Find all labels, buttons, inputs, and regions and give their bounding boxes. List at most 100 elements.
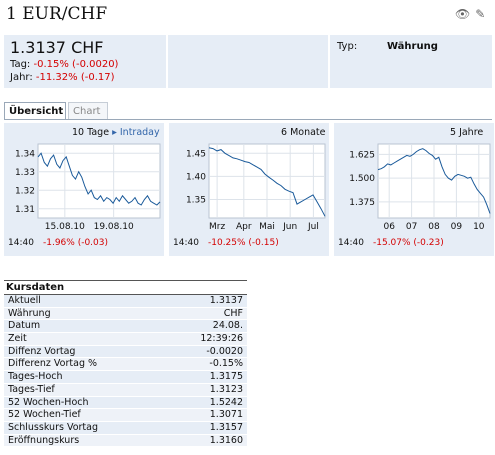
chart-10-tage: 1.34 1.33 1.32 1.31 15.08.10 19.08.10 xyxy=(15,143,161,232)
row-label: Tages-Tief xyxy=(8,383,55,395)
x-tick-label: 09 xyxy=(451,222,463,232)
table-row: 52 Wochen-Hoch 1.5242 xyxy=(4,396,247,410)
year-change-value: -11.32% (-0.17) xyxy=(35,72,115,83)
row-label: Schlusskurs Vortag xyxy=(8,421,98,433)
row-value: 1.3123 xyxy=(209,383,243,395)
row-value: 12:39:26 xyxy=(200,333,243,345)
row-value: 1.5242 xyxy=(209,396,243,408)
chart-period: 6 Monate xyxy=(281,127,326,138)
edit-icon[interactable]: ✎ xyxy=(475,7,486,21)
chart-period: 5 Jahre xyxy=(450,127,484,138)
current-price: 1.3137 CHF xyxy=(10,38,104,57)
tab-chart[interactable]: Chart xyxy=(68,102,108,119)
row-value: 1.3160 xyxy=(209,434,243,446)
tab-uebersicht[interactable]: Übersicht xyxy=(4,102,66,119)
x-tick-label: 07 xyxy=(406,222,417,232)
table-row: Tages-Hoch 1.3175 xyxy=(4,371,247,384)
x-tick-label: Jul xyxy=(307,222,319,232)
y-tick-label: 1.45 xyxy=(186,149,206,159)
x-tick-label: Mai xyxy=(259,222,275,232)
year-change: Jahr: -11.32% (-0.17) xyxy=(10,72,115,83)
y-tick-label: 1.32 xyxy=(15,186,35,196)
y-tick-label: 1.40 xyxy=(186,172,206,182)
chart-header: 10 Tage ▸ Intraday xyxy=(72,127,160,138)
tab-underline xyxy=(4,119,492,120)
x-tick-label: 19.08.10 xyxy=(94,222,134,232)
chart-change: -1.96% (-0.03) xyxy=(43,238,109,248)
row-label: Diffenz Vortag xyxy=(8,345,76,357)
table-row: Eröffnungskurs 1.3160 xyxy=(4,434,247,448)
row-value: -0.0020 xyxy=(206,345,243,357)
chart-time: 14:40 xyxy=(338,238,364,248)
chart-header: 6 Monate xyxy=(281,127,326,138)
table-row: Tages-Tief 1.3123 xyxy=(4,383,247,397)
row-value: -0.15% xyxy=(209,358,243,370)
chart-panel-10-tage[interactable]: 10 Tage ▸ Intraday 1.34 1.33 1.32 1.31 15.08… xyxy=(4,123,164,256)
row-value: CHF xyxy=(223,307,243,319)
divider xyxy=(166,35,168,88)
y-tick-label: 1.34 xyxy=(15,149,35,159)
y-tick-label: 1.500 xyxy=(349,174,375,184)
row-label: Datum xyxy=(8,320,41,332)
day-change-value: -0.15% (-0.0020) xyxy=(33,59,119,70)
table-row: Datum 24.08. xyxy=(4,320,247,334)
year-change-label: Jahr: xyxy=(10,72,33,83)
x-tick-label: Mrz xyxy=(209,222,225,232)
y-tick-label: 1.375 xyxy=(349,198,375,208)
kursdaten-table: Kursdaten Aktuell 1.3137 Währung CHF Datum 24… xyxy=(4,280,247,448)
page-title: 1 EUR/CHF xyxy=(6,4,108,24)
table-row: Schlusskurs Vortag 1.3157 xyxy=(4,421,247,435)
chart-panel-6-monate[interactable]: 6 Monate 1.45 1.40 1.35 Mrz Apr Mai Jun Jul 14:… xyxy=(169,123,329,256)
y-tick-label: 1.35 xyxy=(186,196,206,206)
row-label: Tages-Hoch xyxy=(8,371,63,383)
series-line xyxy=(377,148,491,214)
y-tick-label: 1.33 xyxy=(15,168,35,178)
table-row: Währung CHF xyxy=(4,307,247,321)
chart-panel-5-jahre[interactable]: 5 Jahre 1.625 1.500 1.375 06 07 08 09 10 14:40 … xyxy=(334,123,494,256)
table-row: Differenz Vortag % -0.15% xyxy=(4,358,247,372)
type-label: Typ: xyxy=(337,41,358,52)
row-value: 1.3137 xyxy=(209,295,243,306)
x-tick-label: Jun xyxy=(282,222,297,232)
y-tick-label: 1.625 xyxy=(349,150,375,160)
row-label: 52 Wochen-Tief xyxy=(8,409,81,421)
x-tick-label: 10 xyxy=(473,222,485,232)
intraday-link[interactable]: ▸ Intraday xyxy=(112,127,160,138)
row-label: Eröffnungskurs xyxy=(8,434,80,446)
row-value: 1.3157 xyxy=(209,421,243,433)
row-label: Differenz Vortag % xyxy=(8,358,98,370)
chart-change: -10.25% (-0.15) xyxy=(208,238,279,248)
chart-time: 14:40 xyxy=(8,238,34,248)
x-tick-label: 15.08.10 xyxy=(45,222,85,232)
series-line xyxy=(37,152,161,206)
day-change: Tag: -0.15% (-0.0020) xyxy=(10,59,118,70)
table-row: 52 Wochen-Tief 1.3071 xyxy=(4,409,247,422)
chart-time: 14:40 xyxy=(173,238,199,248)
y-tick-label: 1.31 xyxy=(15,205,35,215)
chart-header: 5 Jahre xyxy=(450,127,483,138)
row-value: 1.3175 xyxy=(209,371,243,383)
row-value: 1.3071 xyxy=(209,409,243,421)
chart-5-jahre: 1.625 1.500 1.375 06 07 08 09 10 xyxy=(349,143,491,232)
series-line xyxy=(208,147,326,217)
x-tick-label: 08 xyxy=(428,222,440,232)
divider xyxy=(328,35,330,88)
eye-icon[interactable]: 👁 xyxy=(455,7,471,21)
row-label: Zeit xyxy=(8,333,27,345)
chart-change: -15.07% (-0.23) xyxy=(373,238,444,248)
plot-area xyxy=(37,143,161,219)
row-label: 52 Wochen-Hoch xyxy=(8,396,89,408)
chart-6-monate: 1.45 1.40 1.35 Mrz Apr Mai Jun Jul xyxy=(186,143,326,232)
table-row: Diffenz Vortag -0.0020 xyxy=(4,345,247,359)
day-change-label: Tag: xyxy=(10,59,31,70)
row-label: Aktuell xyxy=(8,295,41,306)
row-label: Währung xyxy=(8,307,51,319)
table-row: Aktuell 1.3137 xyxy=(4,295,247,308)
x-tick-label: 06 xyxy=(383,222,395,232)
chart-period: 10 Tage xyxy=(72,127,110,138)
kursdaten-title: Kursdaten xyxy=(4,280,247,295)
type-value: Währung xyxy=(387,41,438,52)
x-tick-label: Apr xyxy=(236,222,252,232)
row-value: 24.08. xyxy=(212,320,243,332)
table-row: Zeit 12:39:26 xyxy=(4,333,247,346)
